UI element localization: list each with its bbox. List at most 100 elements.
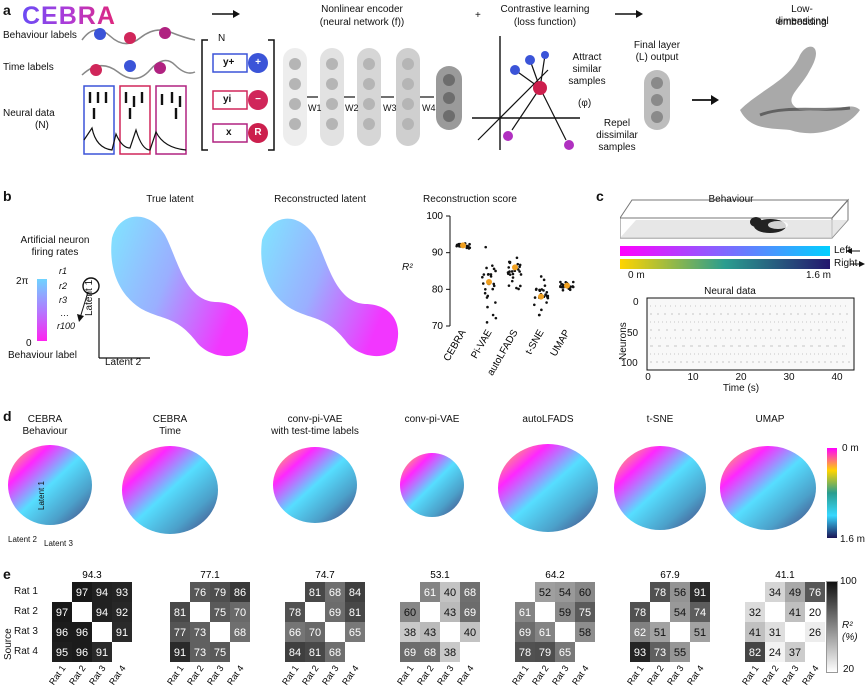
heatmap-cell xyxy=(230,582,250,602)
heatmap-value: 94 xyxy=(96,587,108,599)
embedding-cloud xyxy=(720,446,816,530)
d-colorbar-bottom: 1.6 m xyxy=(840,534,866,545)
col-label: Rat 2 xyxy=(760,663,781,686)
firing-rates-label-2: firing rates xyxy=(31,247,79,258)
heatmap-value: 82 xyxy=(749,647,761,659)
heatmap-cell xyxy=(305,582,325,602)
neural-data-n-label: (N) xyxy=(35,120,49,131)
heatmap-cell xyxy=(420,642,440,662)
score-point xyxy=(561,286,565,289)
heatmap-cell xyxy=(72,642,92,662)
neuron-label-r2: r2 xyxy=(59,281,68,291)
col-label: Rat 2 xyxy=(67,663,88,686)
heatmap-diagonal xyxy=(515,582,535,602)
col-label: Rat 2 xyxy=(645,663,666,686)
score-point xyxy=(486,305,489,309)
heatmap-diagonal xyxy=(305,602,325,622)
heatmap-value: 38 xyxy=(444,647,456,659)
score-point xyxy=(492,282,496,286)
heatmap-value: 41 xyxy=(749,627,761,639)
heatmap-value: 77 xyxy=(174,627,186,639)
embedding-cloud xyxy=(614,446,706,530)
heatmap-cell xyxy=(72,582,92,602)
score-point xyxy=(491,287,495,291)
heatmap-value: 95 xyxy=(56,647,68,659)
behaviour-labels-label: Behaviour labels xyxy=(3,30,77,41)
d-method-title: t-SNE xyxy=(646,414,674,425)
score-point xyxy=(519,273,523,276)
d-method-title: UMAP xyxy=(755,414,785,425)
heatmap-diagonal xyxy=(535,602,555,622)
heatmap-diagonal xyxy=(112,642,132,662)
heatmap-value: 37 xyxy=(789,647,801,659)
attract-label-2: similar xyxy=(572,64,602,75)
score-point xyxy=(517,268,520,271)
heatmap-value: 26 xyxy=(809,627,821,639)
heatmap-diagonal xyxy=(345,642,365,662)
score-point xyxy=(515,286,518,290)
score-point xyxy=(539,275,543,278)
col-label: Rat 3 xyxy=(320,663,341,686)
panel-d-embeddings xyxy=(8,444,837,538)
score-point xyxy=(511,272,515,276)
heatmap-value: 96 xyxy=(76,647,88,659)
heatmap-cell xyxy=(535,622,555,642)
neuron-label-r3: r3 xyxy=(59,295,68,305)
heatmap-diagonal xyxy=(285,582,305,602)
embedding-cloud xyxy=(122,446,218,534)
row-label: Rat 3 xyxy=(14,626,38,637)
heatmap-value: 69 xyxy=(404,647,416,659)
score-median xyxy=(564,282,570,289)
score-point xyxy=(481,282,485,285)
e-colorbar xyxy=(826,581,838,673)
col-label: Rat 3 xyxy=(665,663,686,686)
heatmap-cell xyxy=(210,582,230,602)
heatmap-cell xyxy=(630,602,650,622)
score-point xyxy=(571,280,575,284)
matrix-mean: 64.2 xyxy=(545,570,565,581)
neurons-tick-0: 0 xyxy=(633,297,639,308)
repel-label-2: dissimilar xyxy=(596,130,638,141)
heatmap-cell xyxy=(670,602,690,622)
heatmap-value: 43 xyxy=(444,607,456,619)
embedding-cloud xyxy=(8,445,92,525)
score-point xyxy=(545,290,549,294)
heatmap-value: 56 xyxy=(674,587,686,599)
time-tick-10: 10 xyxy=(687,372,699,383)
heatmap-value: 62 xyxy=(634,627,646,639)
heatmap-cell xyxy=(170,602,190,622)
heatmap-cell xyxy=(420,622,440,642)
embedding-cloud xyxy=(400,453,464,517)
heatmap-diagonal xyxy=(460,642,480,662)
heatmap-value: 91 xyxy=(174,647,186,659)
score-point xyxy=(559,280,562,284)
heatmap-diagonal xyxy=(210,622,230,642)
heatmap-value: 60 xyxy=(404,607,416,619)
score-point xyxy=(571,285,575,289)
score-point xyxy=(492,284,496,288)
col-label: Rat 3 xyxy=(550,663,571,686)
col-label: Rat 2 xyxy=(185,663,206,686)
repel-label-3: samples xyxy=(598,142,636,153)
heatmap-cell xyxy=(765,642,785,662)
score-point xyxy=(540,308,543,312)
score-point xyxy=(485,296,489,299)
neural-data-title: Neural data xyxy=(704,286,756,297)
score-y-tick-label: 70 xyxy=(432,321,444,332)
contrastive-title: Contrastive learning xyxy=(500,4,590,15)
repel-label-1: Repel xyxy=(603,118,631,129)
heatmap-value: 75 xyxy=(579,607,591,619)
heatmap-value: 68 xyxy=(234,627,246,639)
heatmap-value: 84 xyxy=(349,587,361,599)
embedding-title-1: Low-dimensional xyxy=(775,4,829,27)
col-label: Rat 3 xyxy=(87,663,108,686)
heatmap-diagonal xyxy=(690,642,710,662)
score-point xyxy=(494,301,497,304)
score-median xyxy=(486,279,492,285)
heatmap-diagonal xyxy=(630,582,650,602)
heatmap-value: 93 xyxy=(116,587,128,599)
heatmap-cell xyxy=(785,582,805,602)
heatmap-value: 97 xyxy=(76,587,88,599)
heatmap-cell xyxy=(190,642,210,662)
